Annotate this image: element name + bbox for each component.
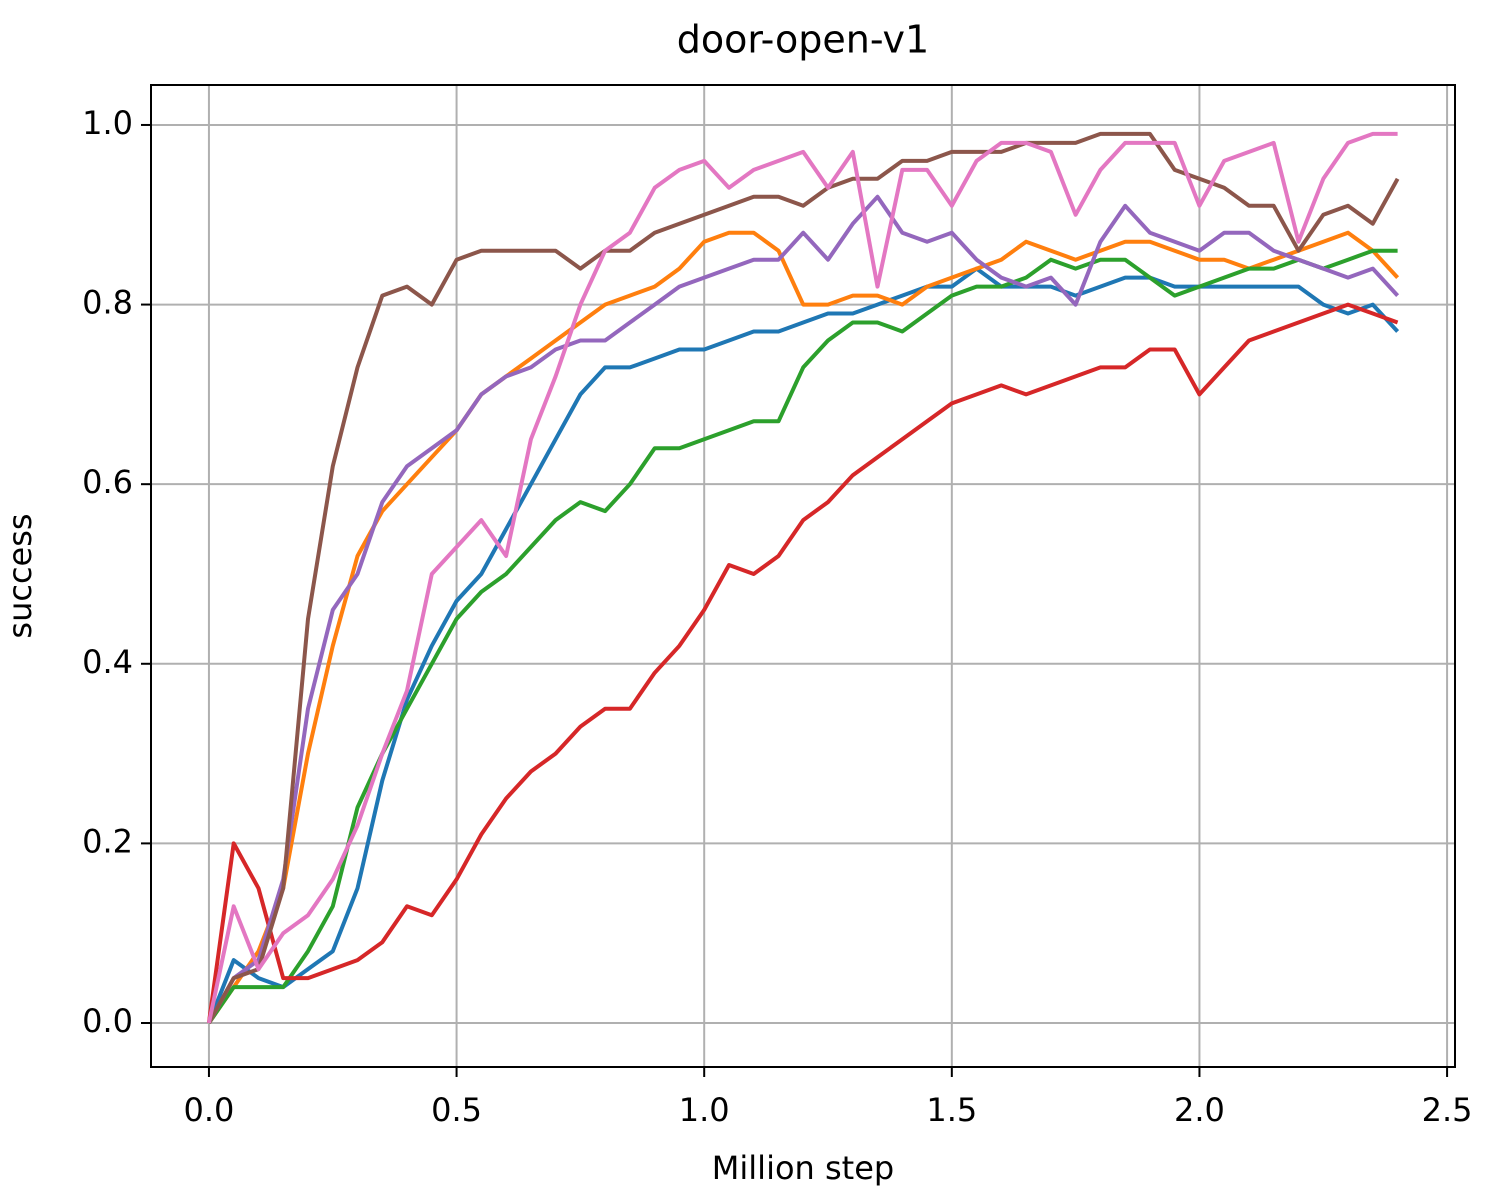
- x-tick-label: 1.5: [926, 1091, 977, 1129]
- line-series: [206, 302, 1399, 1024]
- y-tick-label: 0.8: [82, 284, 133, 322]
- x-tick-label: 0.0: [183, 1091, 234, 1129]
- y-axis-label: success: [1, 513, 39, 638]
- chart-title: door-open-v1: [677, 18, 929, 62]
- x-tick-label: 0.5: [431, 1091, 482, 1129]
- x-tick-label: 2.0: [1174, 1091, 1225, 1129]
- y-tick-label: 0.2: [82, 822, 133, 860]
- x-tick-label: 2.5: [1422, 1091, 1473, 1129]
- x-tick-label: 1.0: [679, 1091, 730, 1129]
- line-series: [207, 194, 1400, 1024]
- plot-frame: [150, 84, 1456, 1068]
- line-series: [207, 230, 1400, 1025]
- y-tick-label: 0.0: [82, 1002, 133, 1040]
- y-tick-label: 1.0: [82, 104, 133, 142]
- x-axis-label: Million step: [712, 1149, 894, 1187]
- line-series: [207, 131, 1400, 1024]
- y-tick-label: 0.4: [82, 643, 133, 681]
- y-tick-label: 0.6: [82, 463, 133, 501]
- line-series: [206, 131, 1398, 1024]
- line-series: [207, 248, 1398, 1025]
- line-series: [207, 266, 1400, 1024]
